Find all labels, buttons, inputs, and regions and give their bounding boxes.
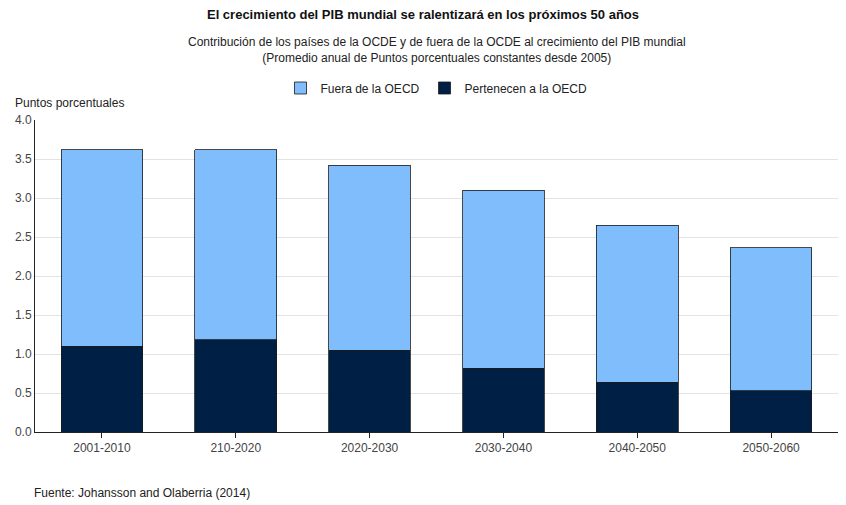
svg-text:2030-2040: 2030-2040: [475, 441, 533, 455]
svg-text:Pertenecen a la OECD: Pertenecen a la OECD: [465, 82, 587, 96]
svg-text:2040-2050: 2040-2050: [609, 441, 667, 455]
svg-text:2.0: 2.0: [15, 269, 32, 283]
svg-text:2020-2030: 2020-2030: [341, 441, 399, 455]
svg-text:2050-2060: 2050-2060: [742, 441, 800, 455]
svg-text:4.0: 4.0: [15, 113, 32, 127]
svg-text:Fuera de la OECD: Fuera de la OECD: [321, 82, 420, 96]
svg-text:210-2020: 210-2020: [210, 441, 261, 455]
svg-text:2.5: 2.5: [15, 230, 32, 244]
svg-text:3.5: 3.5: [15, 152, 32, 166]
svg-text:Contribución de los países de: Contribución de los países de la OCDE y …: [188, 35, 686, 65]
svg-text:1.5: 1.5: [15, 308, 32, 322]
svg-text:0.0: 0.0: [15, 425, 32, 439]
svg-text:Fuente: Johansson and Olaberri: Fuente: Johansson and Olaberria (2014): [34, 486, 250, 500]
svg-text:Puntos porcentuales: Puntos porcentuales: [15, 96, 124, 110]
svg-text:3.0: 3.0: [15, 191, 32, 205]
svg-text:2001-2010: 2001-2010: [73, 441, 131, 455]
svg-text:0.5: 0.5: [15, 386, 32, 400]
svg-text:1.0: 1.0: [15, 347, 32, 361]
svg-text:El crecimiento del PIB mundial: El crecimiento del PIB mundial se ralent…: [207, 7, 639, 22]
